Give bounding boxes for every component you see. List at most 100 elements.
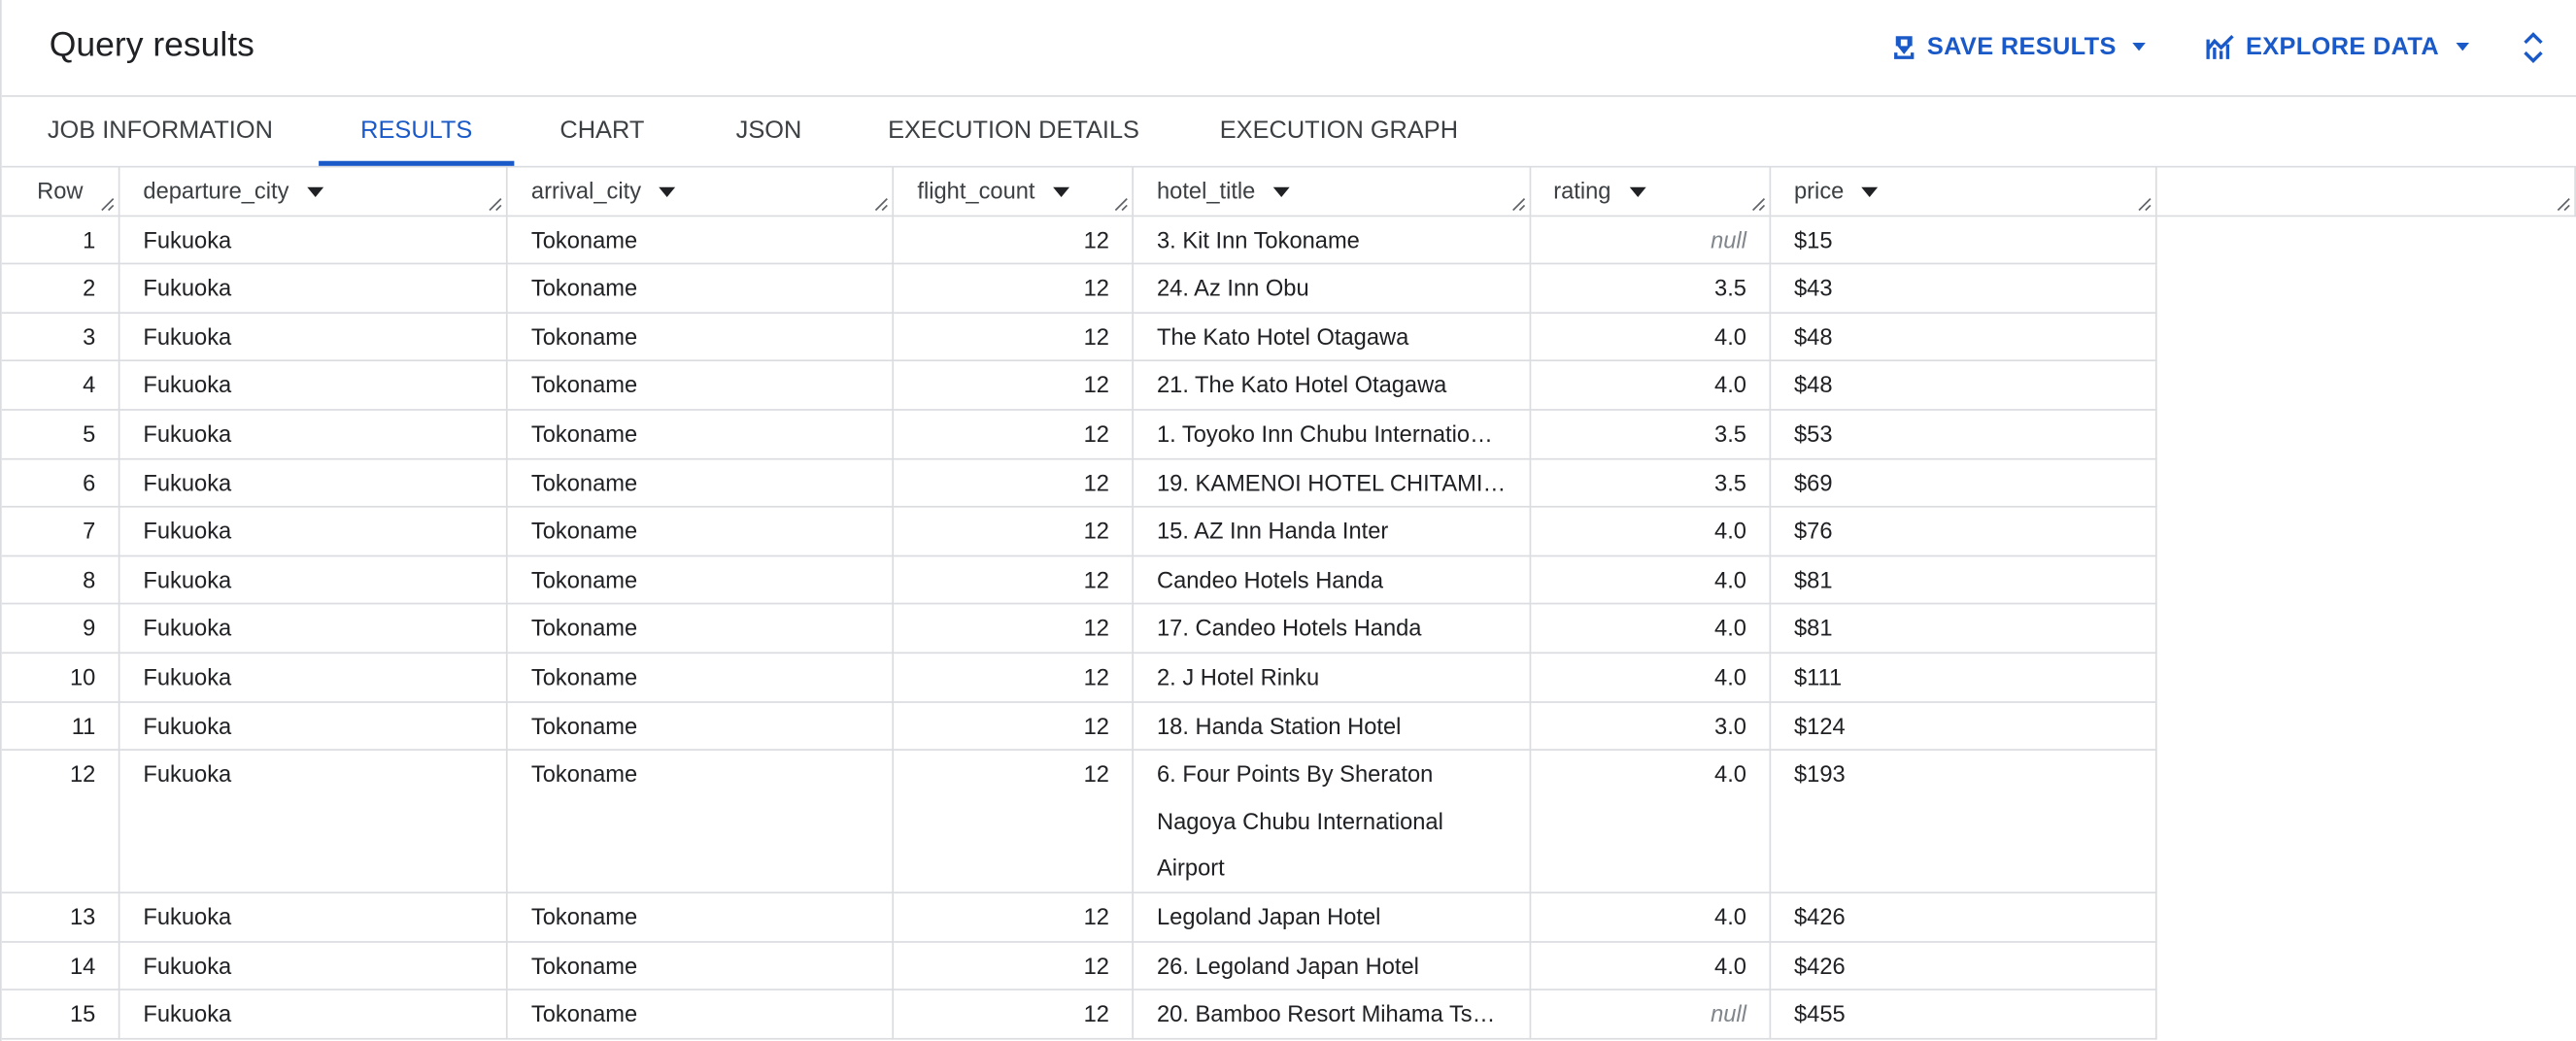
row-number: 14 xyxy=(1,940,120,991)
panel-title: Query results xyxy=(49,26,254,64)
header: Query results SAVE RESULTS EXPLORE DATA xyxy=(1,0,2576,97)
row-number: 4 xyxy=(1,360,120,411)
table-cell: Fukuoka xyxy=(119,989,509,1040)
table-cell: Fukuoka xyxy=(119,700,509,752)
sort-menu-arrow xyxy=(1629,187,1645,198)
table-cell: Fukuoka xyxy=(119,749,509,893)
sort-menu-arrow xyxy=(659,187,676,198)
tab[interactable]: EXECUTION GRAPH xyxy=(1219,117,1459,145)
column-name: price xyxy=(1794,177,1845,204)
table-row: 2 Fukuoka Tokoname 12 24. Az Inn Obu 3.5 $43 xyxy=(1,262,2575,314)
table-cell: Fukuoka xyxy=(119,457,509,508)
table-cell: 4.0 xyxy=(1528,749,1772,893)
table-cell: 12 xyxy=(893,554,1135,605)
table-cell: Tokoname xyxy=(506,360,895,411)
table-cell: 12 xyxy=(893,360,1135,411)
column-header[interactable]: price xyxy=(1769,167,2157,217)
column-header-spacer xyxy=(2154,167,2576,217)
table-cell: 15. AZ Inn Handa Inter xyxy=(1132,506,1531,556)
table-cell: 12 xyxy=(893,940,1135,991)
table-cell: Tokoname xyxy=(506,506,895,556)
table-cell: null xyxy=(1528,989,1772,1040)
table-cell: 12 xyxy=(893,262,1135,314)
row-number: 7 xyxy=(1,506,120,556)
table-cell: 2. J Hotel Rinku xyxy=(1132,652,1531,703)
table-cell: 4.0 xyxy=(1528,891,1772,942)
table-cell: 4.0 xyxy=(1528,311,1772,362)
table-cell: 4.0 xyxy=(1528,652,1772,703)
table-cell: $81 xyxy=(1769,603,2157,655)
table-cell: 12 xyxy=(893,409,1135,459)
tab[interactable]: RESULTS xyxy=(319,95,515,166)
table-cell: 3. Kit Inn Tokoname xyxy=(1132,214,1531,265)
table-cell: 12 xyxy=(893,989,1135,1040)
column-name: arrival_city xyxy=(530,177,642,204)
table-cell: Tokoname xyxy=(506,311,895,362)
table-cell: Fukuoka xyxy=(119,891,509,942)
table-row: 15 Fukuoka Tokoname 12 20. Bamboo Resort Mih… xyxy=(1,989,2575,1040)
resize-handle xyxy=(1115,197,1129,211)
table-cell: Tokoname xyxy=(506,749,895,893)
table-row: 14 Fukuoka Tokoname 12 26. Legoland Japan Ho… xyxy=(1,940,2575,991)
table-cell: Tokoname xyxy=(506,891,895,942)
table-cell: 6. Four Points By Sheraton Nagoya Chubu … xyxy=(1132,749,1531,893)
table-cell: 24. Az Inn Obu xyxy=(1132,262,1531,314)
table-row: 6 Fukuoka Tokoname 12 19. KAMENOI HOTEL CHIT… xyxy=(1,457,2575,508)
row-number: 3 xyxy=(1,311,120,362)
table-cell: $48 xyxy=(1769,360,2157,411)
row-number: 15 xyxy=(1,989,120,1040)
tab[interactable]: CHART xyxy=(559,117,645,145)
tab[interactable]: EXECUTION DETAILS xyxy=(888,117,1139,145)
sort-menu-arrow xyxy=(1053,187,1070,198)
tab[interactable]: JOB INFORMATION xyxy=(47,117,273,145)
row-number: 5 xyxy=(1,409,120,459)
column-header[interactable]: departure_city xyxy=(119,167,509,217)
table-cell: $124 xyxy=(1769,700,2157,752)
sort-menu-arrow xyxy=(1272,187,1290,198)
table-cell: Tokoname xyxy=(506,652,895,703)
column-name: rating xyxy=(1553,177,1611,204)
dropdown-arrow xyxy=(2132,42,2147,50)
resize-handle xyxy=(2557,197,2570,211)
table-cell: 3.5 xyxy=(1528,409,1772,459)
table-row: 1 Fukuoka Tokoname 12 3. Kit Inn Tokoname nul… xyxy=(1,214,2575,265)
table-cell: 12 xyxy=(893,603,1135,655)
table-cell: 12 xyxy=(893,891,1135,942)
table-cell: 12 xyxy=(893,700,1135,752)
explore-data-button[interactable]: EXPLORE DATA xyxy=(2206,33,2475,61)
column-header[interactable]: arrival_city xyxy=(506,167,895,217)
table-cell: Tokoname xyxy=(506,409,895,459)
table-cell: Candeo Hotels Handa xyxy=(1132,554,1531,605)
column-header[interactable]: rating xyxy=(1528,167,1772,217)
table-cell: Tokoname xyxy=(506,554,895,605)
results-table: Row departure_city arrival_city flight_coun… xyxy=(1,167,2576,1040)
save-results-button[interactable]: SAVE RESULTS xyxy=(1891,33,2152,61)
column-header[interactable]: Row xyxy=(1,167,120,217)
table-cell: Legoland Japan Hotel xyxy=(1132,891,1531,942)
table-cell: 12 xyxy=(893,506,1135,556)
table-cell: $426 xyxy=(1769,940,2157,991)
tab-bar: JOB INFORMATION RESULTS CHART JSON EXECUTION… xyxy=(1,95,2576,168)
tab[interactable]: JSON xyxy=(735,117,802,145)
table-cell: 12 xyxy=(893,457,1135,508)
table-cell: 1. Toyoko Inn Chubu Internatio… xyxy=(1132,409,1531,459)
column-header[interactable]: hotel_title xyxy=(1132,167,1531,217)
table-cell: Tokoname xyxy=(506,457,895,508)
column-header[interactable]: flight_count xyxy=(893,167,1135,217)
table-cell: 19. KAMENOI HOTEL CHITAMI… xyxy=(1132,457,1531,508)
table-cell: 3.5 xyxy=(1528,262,1772,314)
table-cell: The Kato Hotel Otagawa xyxy=(1132,311,1531,362)
column-name: departure_city xyxy=(143,177,289,204)
row-number: 2 xyxy=(1,262,120,314)
table-cell: 4.0 xyxy=(1528,554,1772,605)
resize-handle xyxy=(1511,197,1525,211)
table-cell: $69 xyxy=(1769,457,2157,508)
expand-toggle[interactable] xyxy=(2520,31,2546,64)
row-number: 6 xyxy=(1,457,120,508)
table-cell: Tokoname xyxy=(506,262,895,314)
table-cell: $15 xyxy=(1769,214,2157,265)
table-cell: $111 xyxy=(1769,652,2157,703)
table-cell: Fukuoka xyxy=(119,311,509,362)
resize-handle xyxy=(101,197,115,211)
table-cell: $76 xyxy=(1769,506,2157,556)
